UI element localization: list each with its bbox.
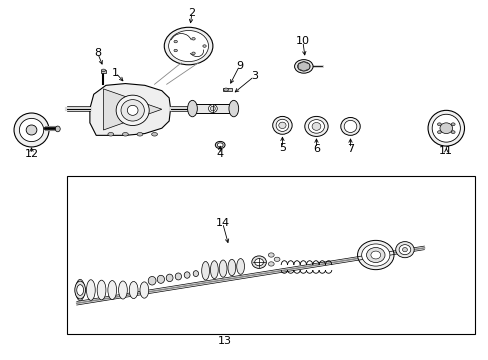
Ellipse shape	[439, 123, 452, 134]
Text: 4: 4	[216, 149, 224, 159]
Ellipse shape	[268, 262, 274, 266]
Ellipse shape	[274, 257, 280, 261]
Ellipse shape	[361, 244, 389, 266]
Ellipse shape	[427, 111, 464, 146]
Ellipse shape	[108, 132, 114, 136]
Text: 14: 14	[215, 218, 229, 228]
Bar	[188, 104, 237, 113]
Ellipse shape	[137, 132, 142, 136]
Ellipse shape	[157, 275, 164, 283]
Ellipse shape	[308, 120, 324, 133]
Ellipse shape	[75, 281, 85, 299]
Ellipse shape	[129, 282, 138, 298]
Text: 6: 6	[312, 144, 319, 154]
Ellipse shape	[127, 105, 138, 115]
Ellipse shape	[294, 60, 312, 73]
Ellipse shape	[437, 123, 441, 126]
Ellipse shape	[395, 242, 413, 258]
Ellipse shape	[272, 116, 291, 134]
Ellipse shape	[164, 27, 212, 65]
Ellipse shape	[208, 105, 217, 112]
Text: 1: 1	[112, 68, 119, 78]
Ellipse shape	[191, 52, 195, 54]
Ellipse shape	[148, 276, 156, 285]
Ellipse shape	[276, 119, 288, 131]
Text: 2: 2	[188, 8, 195, 18]
Ellipse shape	[297, 62, 309, 71]
Ellipse shape	[77, 285, 83, 296]
Text: 8: 8	[94, 48, 101, 58]
Text: 5: 5	[278, 143, 285, 153]
Ellipse shape	[228, 100, 238, 117]
Ellipse shape	[76, 279, 84, 301]
Ellipse shape	[97, 280, 106, 300]
Text: 9: 9	[236, 61, 243, 71]
Ellipse shape	[437, 131, 441, 134]
Ellipse shape	[219, 260, 226, 277]
Ellipse shape	[370, 251, 380, 259]
Ellipse shape	[151, 132, 157, 136]
Ellipse shape	[168, 31, 208, 62]
Text: 3: 3	[250, 71, 257, 81]
Ellipse shape	[193, 271, 198, 276]
Ellipse shape	[366, 248, 384, 262]
Bar	[101, 70, 106, 73]
Ellipse shape	[174, 49, 177, 52]
Text: 10: 10	[295, 36, 309, 46]
Ellipse shape	[450, 131, 454, 134]
Ellipse shape	[108, 280, 116, 300]
Ellipse shape	[431, 114, 459, 142]
Ellipse shape	[187, 100, 197, 117]
Ellipse shape	[101, 69, 105, 72]
Ellipse shape	[174, 40, 177, 43]
Ellipse shape	[140, 282, 148, 298]
Ellipse shape	[278, 122, 285, 129]
Ellipse shape	[20, 118, 43, 141]
Ellipse shape	[344, 120, 356, 132]
Ellipse shape	[175, 273, 181, 280]
Ellipse shape	[223, 88, 228, 91]
Ellipse shape	[311, 122, 320, 130]
Ellipse shape	[210, 261, 218, 279]
Ellipse shape	[122, 132, 128, 136]
Ellipse shape	[340, 117, 360, 135]
Ellipse shape	[304, 116, 327, 136]
Ellipse shape	[210, 106, 215, 111]
Ellipse shape	[215, 141, 224, 149]
Polygon shape	[90, 84, 170, 135]
Ellipse shape	[268, 253, 274, 257]
Ellipse shape	[357, 240, 393, 270]
Bar	[222, 88, 232, 91]
Bar	[67, 176, 474, 334]
Ellipse shape	[254, 258, 263, 266]
Ellipse shape	[14, 113, 49, 147]
Ellipse shape	[402, 248, 407, 252]
Ellipse shape	[55, 126, 60, 132]
Ellipse shape	[203, 45, 206, 47]
Ellipse shape	[86, 280, 95, 300]
Text: 11: 11	[438, 146, 452, 156]
Text: 7: 7	[346, 144, 353, 154]
Ellipse shape	[398, 245, 410, 255]
Ellipse shape	[236, 258, 244, 274]
Polygon shape	[298, 62, 309, 71]
Ellipse shape	[450, 123, 454, 126]
Ellipse shape	[184, 272, 190, 278]
Ellipse shape	[116, 95, 149, 126]
Polygon shape	[103, 89, 162, 130]
Ellipse shape	[251, 256, 266, 269]
Ellipse shape	[191, 37, 195, 40]
Ellipse shape	[217, 143, 223, 147]
Ellipse shape	[118, 281, 127, 299]
Ellipse shape	[201, 261, 209, 280]
Text: 13: 13	[218, 337, 232, 346]
Ellipse shape	[227, 259, 235, 276]
Text: 12: 12	[24, 149, 39, 159]
Ellipse shape	[166, 274, 173, 282]
Ellipse shape	[121, 100, 144, 121]
Ellipse shape	[26, 125, 37, 135]
